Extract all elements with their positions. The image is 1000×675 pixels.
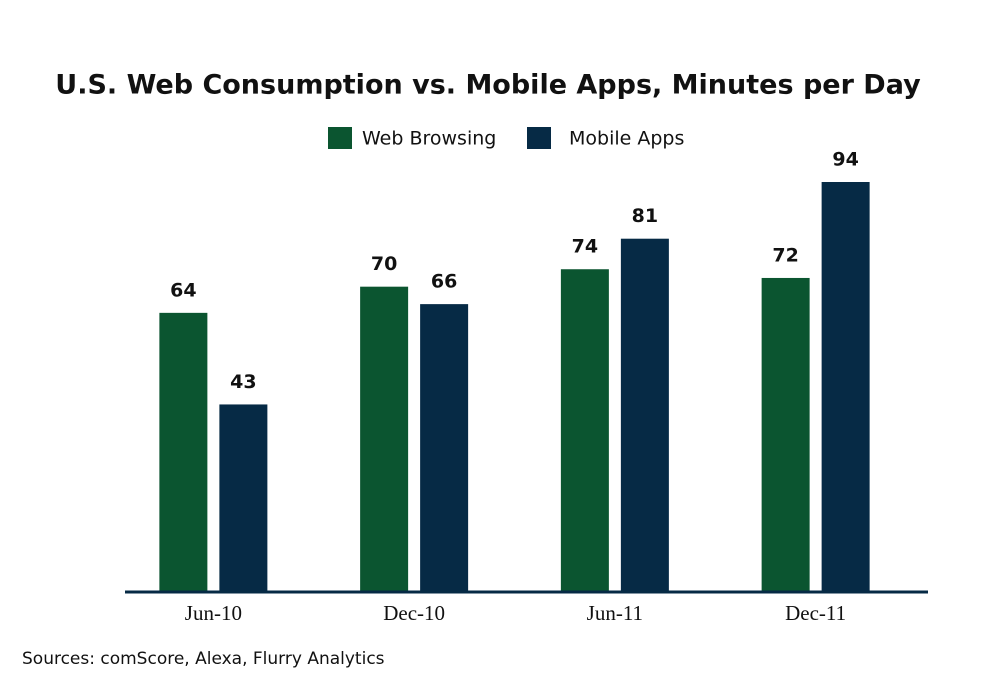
x-tick-label: Jun-11 bbox=[587, 601, 643, 625]
x-tick-label: Dec-10 bbox=[383, 601, 445, 625]
bar bbox=[420, 304, 469, 592]
value-label: 66 bbox=[431, 271, 457, 293]
bar bbox=[159, 312, 208, 592]
legend-label: Mobile Apps bbox=[569, 128, 684, 150]
bar bbox=[821, 182, 870, 592]
bar bbox=[360, 286, 409, 592]
value-label: 72 bbox=[772, 244, 798, 266]
bar bbox=[620, 238, 669, 592]
x-tick-label: Jun-10 bbox=[185, 601, 242, 625]
legend-swatch bbox=[328, 127, 352, 149]
value-label: 64 bbox=[170, 279, 196, 301]
bar bbox=[761, 277, 810, 592]
chart-title: U.S. Web Consumption vs. Mobile Apps, Mi… bbox=[55, 70, 921, 101]
legend-swatch bbox=[527, 127, 551, 149]
value-label: 81 bbox=[632, 205, 658, 227]
bar bbox=[219, 404, 268, 592]
legend-label: Web Browsing bbox=[362, 128, 496, 150]
value-label: 74 bbox=[572, 236, 598, 258]
value-label: 70 bbox=[371, 253, 397, 275]
value-label: 43 bbox=[230, 371, 256, 393]
value-label: 94 bbox=[832, 149, 858, 171]
source-note: Sources: comScore, Alexa, Flurry Analyti… bbox=[22, 649, 385, 669]
bar bbox=[560, 269, 609, 592]
x-tick-label: Dec-11 bbox=[785, 601, 846, 625]
